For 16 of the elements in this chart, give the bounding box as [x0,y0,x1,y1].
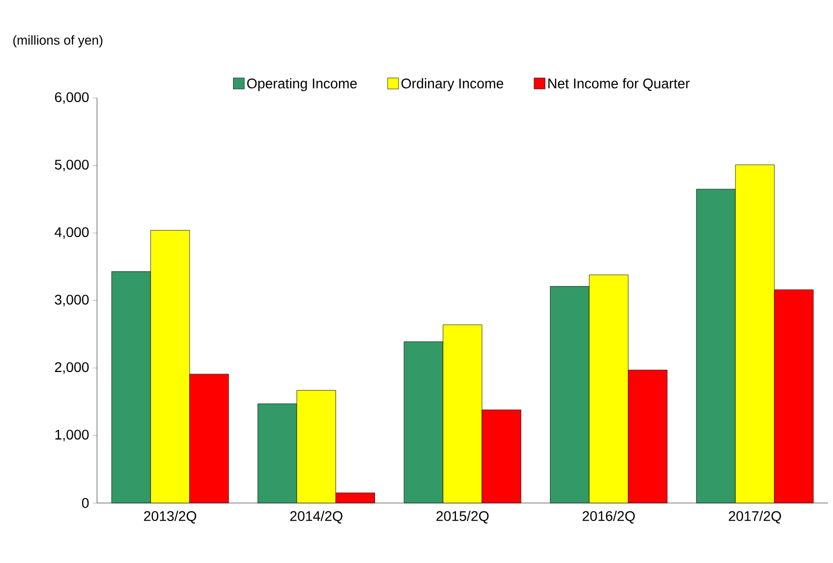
x-tick-label: 2015/2Q [436,510,489,524]
y-tick-label: 2,000 [55,362,89,374]
y-tick-label: 0 [82,498,89,508]
y-tick-label: 5,000 [54,160,89,172]
legend-label: Ordinary Income [401,78,504,92]
y-tick-label: 3,000 [54,294,89,306]
y-tick-label: 4,000 [54,227,89,239]
y-tick-label: 6,000 [55,92,89,104]
x-tick-label: 2016/2Q [582,510,635,524]
legend-label: Net Income for Quarter [548,78,690,91]
y-axis-title: (millions of yen) [13,35,102,48]
y-tick-label: 1,000 [55,430,89,442]
legend-label: Operating Income [247,78,357,92]
x-tick-label: 2017/2Q [728,510,781,524]
x-tick-label: 2014/2Q [290,510,342,524]
x-tick-label: 2013/2Q [144,510,196,524]
